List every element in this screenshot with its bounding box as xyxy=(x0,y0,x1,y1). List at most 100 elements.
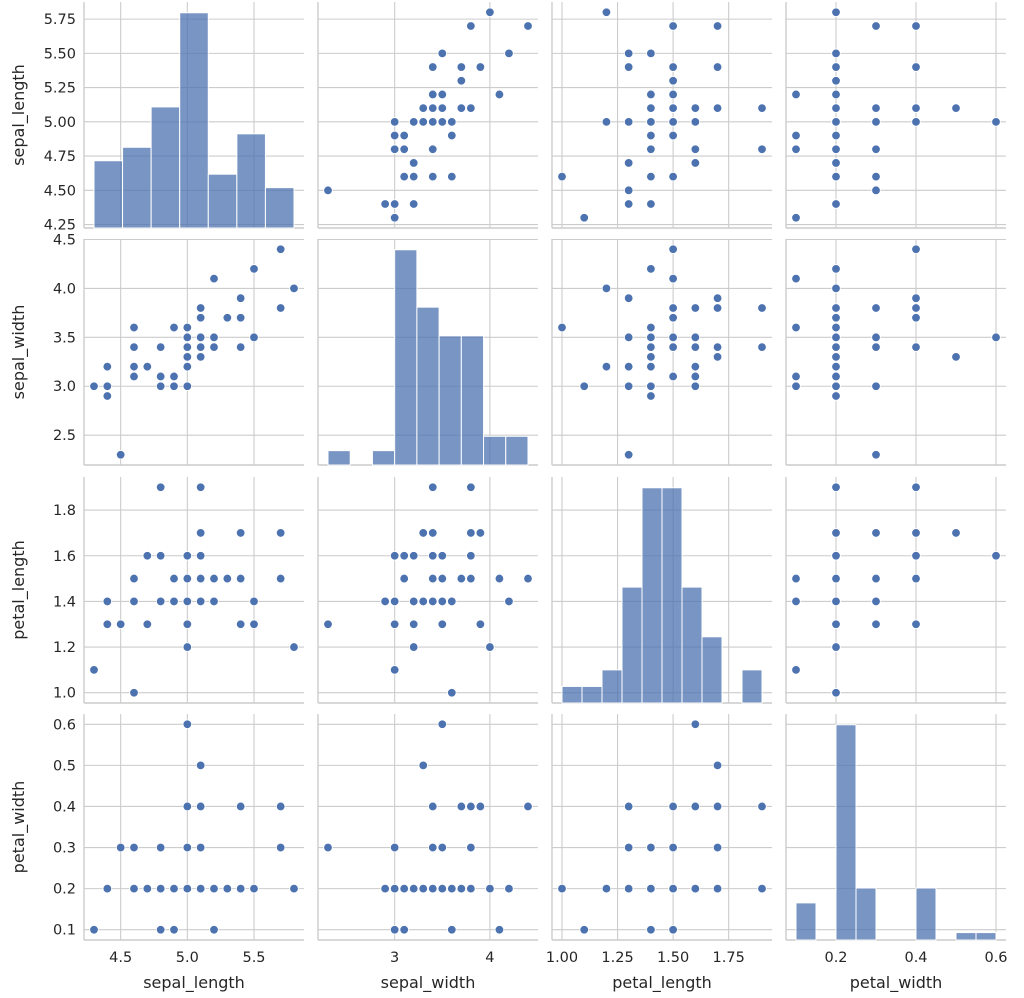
histogram-bar xyxy=(438,335,462,466)
scatter-point xyxy=(142,551,153,561)
histogram-bar xyxy=(975,932,997,941)
histogram-bar xyxy=(371,450,396,466)
histogram-bar xyxy=(207,173,238,229)
histogram-bar xyxy=(621,586,643,704)
scatter-point xyxy=(447,171,457,182)
scatter-point xyxy=(831,62,841,72)
y-axis-label: sepal_length xyxy=(9,64,29,166)
scatter-point xyxy=(209,925,219,935)
scatter-point xyxy=(275,573,286,584)
scatter-point xyxy=(646,199,656,209)
scatter-point xyxy=(831,313,841,323)
scatter-point xyxy=(447,883,457,894)
scatter-point xyxy=(182,619,193,629)
x-tick-label: 0.4 xyxy=(904,950,927,966)
scatter-point xyxy=(323,619,333,629)
scatter-point xyxy=(289,642,299,652)
scatter-point xyxy=(182,801,193,812)
scatter-point xyxy=(155,842,166,853)
panel-sepal_length-vs-sepal_length xyxy=(83,2,304,229)
scatter-point xyxy=(155,381,166,391)
scatter-point xyxy=(623,801,634,812)
scatter-point xyxy=(389,130,400,141)
panel-sepal_width-vs-sepal_width xyxy=(317,238,538,466)
scatter-point xyxy=(102,883,113,894)
y-tick-label: 3.0 xyxy=(53,379,76,395)
y-tick-label: 2.5 xyxy=(53,428,76,444)
panel-petal_width-vs-sepal_width xyxy=(317,714,538,941)
scatter-point xyxy=(235,313,246,323)
scatter-point xyxy=(831,688,841,698)
x-tick-label: 0.2 xyxy=(824,950,847,966)
scatter-point xyxy=(494,89,505,100)
scatter-point xyxy=(668,313,678,323)
y-tick-label: 0.5 xyxy=(53,758,76,774)
scatter-point xyxy=(601,361,612,372)
scatter-point xyxy=(222,573,233,584)
scatter-point xyxy=(182,361,193,372)
x-axis-label: petal_width xyxy=(850,973,943,993)
scatter-point xyxy=(623,450,634,460)
y-tick-label: 5.50 xyxy=(44,46,76,62)
panel-petal_length-vs-sepal_length xyxy=(83,477,304,704)
scatter-point xyxy=(409,551,419,561)
scatter-point xyxy=(791,213,801,223)
scatter-point xyxy=(646,130,656,141)
scatter-point xyxy=(195,596,206,607)
scatter-point xyxy=(169,322,179,333)
scatter-point xyxy=(155,883,166,894)
scatter-point xyxy=(831,551,841,561)
scatter-point xyxy=(871,450,881,460)
scatter-point xyxy=(871,573,881,584)
histogram-bar xyxy=(681,586,703,704)
scatter-point xyxy=(195,482,206,492)
scatter-point xyxy=(409,596,419,607)
scatter-point xyxy=(831,171,841,182)
scatter-point xyxy=(668,303,678,313)
scatter-point xyxy=(389,842,400,853)
scatter-point xyxy=(871,342,881,352)
scatter-point xyxy=(249,264,259,274)
scatter-point xyxy=(466,842,476,853)
scatter-point xyxy=(712,883,723,894)
scatter-point xyxy=(601,117,612,127)
scatter-point xyxy=(428,842,438,853)
scatter-point xyxy=(690,332,701,343)
scatter-point xyxy=(494,925,505,935)
scatter-point xyxy=(195,313,206,323)
scatter-point xyxy=(389,883,400,894)
scatter-point xyxy=(831,352,841,362)
scatter-point xyxy=(235,293,246,303)
scatter-point xyxy=(557,883,567,894)
scatter-point xyxy=(275,842,286,853)
scatter-point xyxy=(235,801,246,812)
scatter-point xyxy=(182,573,193,584)
scatter-point xyxy=(437,573,447,584)
scatter-point xyxy=(235,573,246,584)
scatter-point xyxy=(399,144,409,154)
x-tick-label: 4.5 xyxy=(109,950,132,966)
scatter-point xyxy=(831,361,841,372)
scatter-point xyxy=(142,619,153,629)
scatter-point xyxy=(437,551,447,561)
scatter-point xyxy=(155,925,166,935)
scatter-point xyxy=(646,144,656,154)
y-tick-label: 1.0 xyxy=(53,686,76,702)
scatter-point xyxy=(475,62,486,72)
scatter-point xyxy=(646,381,656,391)
scatter-point xyxy=(447,688,457,698)
scatter-point xyxy=(668,883,678,894)
scatter-point xyxy=(89,925,99,935)
scatter-point xyxy=(623,842,634,853)
scatter-point xyxy=(456,573,467,584)
y-axis-label: sepal_width xyxy=(9,305,29,400)
scatter-point xyxy=(195,551,206,561)
scatter-point xyxy=(757,103,767,113)
scatter-point xyxy=(911,62,921,72)
histogram-bar xyxy=(601,669,623,704)
y-tick-label: 0.1 xyxy=(53,923,76,939)
histogram-bar xyxy=(483,435,507,466)
scatter-point xyxy=(389,199,400,209)
scatter-point xyxy=(456,103,467,113)
x-tick-label: 5.5 xyxy=(242,950,265,966)
